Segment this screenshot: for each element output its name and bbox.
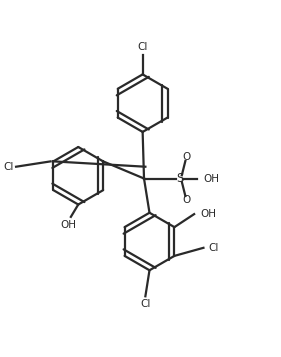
Text: O: O xyxy=(182,195,191,205)
Text: Cl: Cl xyxy=(137,42,148,52)
Text: S: S xyxy=(176,172,183,185)
Text: OH: OH xyxy=(200,209,216,219)
Text: Cl: Cl xyxy=(209,243,219,253)
Text: OH: OH xyxy=(203,174,219,183)
Text: Cl: Cl xyxy=(140,299,151,309)
Text: Cl: Cl xyxy=(3,162,13,172)
Text: OH: OH xyxy=(60,220,76,230)
Text: O: O xyxy=(182,152,191,162)
